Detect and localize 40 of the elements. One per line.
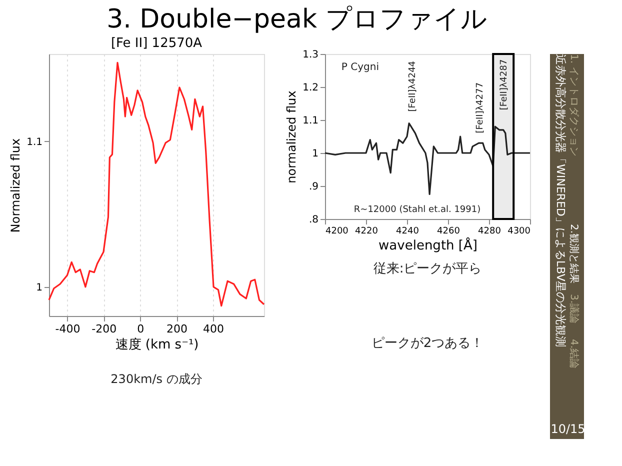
x-tick-label: 4300 [508, 226, 531, 236]
y-tick-label: 1 [312, 148, 318, 160]
annotation: R~12000 (Stahl et.al. 1991) [354, 205, 481, 216]
x-tick-label: -200 [92, 322, 117, 336]
x-tick-label: 400 [202, 322, 224, 336]
x-tick-label: 4220 [355, 226, 378, 236]
x-axis-title: wavelength [Å] [378, 236, 478, 254]
x-tick-label: 4280 [478, 226, 502, 236]
y-axis-title: Normalized flux [8, 138, 23, 233]
text: 3. Double−peak プロファイル [106, 4, 488, 34]
x-tick-label: 0 [137, 322, 144, 336]
annotation: [FeII]λ4287 [499, 59, 510, 110]
x-tick-label: -400 [55, 322, 80, 336]
text: 4.結論 [568, 339, 580, 369]
text: 従来:ピークが平ら [373, 262, 482, 276]
text: 近赤外高分散分光器「WINERED」によるLBV星の分光観測 [554, 54, 567, 348]
x-tick-label: 200 [166, 322, 188, 336]
line-series [48, 62, 265, 307]
annotation: [FeII]λ4277 [476, 82, 486, 134]
annotation: [FeII]λ4244 [408, 60, 418, 112]
x-axis-title: 速度 (km s⁻¹) [115, 336, 199, 352]
x-tick-label: 4200 [326, 226, 349, 236]
text: ピークが2つある！ [371, 336, 484, 351]
y-tick-label: 1 [36, 282, 42, 294]
chart-title: [Fe II] 12570A [110, 36, 202, 51]
y-tick-label: .8 [308, 214, 318, 226]
y-axis-title: normalized flux [284, 90, 299, 184]
x-tick-label: 4260 [437, 226, 460, 236]
text: 2.観測と結果 [568, 224, 580, 284]
text: 10/15 [550, 422, 586, 436]
text: 1. イントロダクション [568, 54, 580, 157]
y-tick-label: 1.3 [302, 50, 318, 60]
y-tick-label: 1.2 [302, 82, 318, 94]
x-tick-label: 4240 [396, 226, 420, 236]
annotation: P Cygni [341, 62, 379, 74]
y-tick-label: 1.1 [302, 116, 318, 126]
y-tick-label: 1.1 [26, 136, 42, 148]
text: 3.議論 [568, 294, 580, 324]
y-tick-label: .9 [308, 182, 318, 192]
text: 230km/s の成分 [110, 372, 202, 386]
